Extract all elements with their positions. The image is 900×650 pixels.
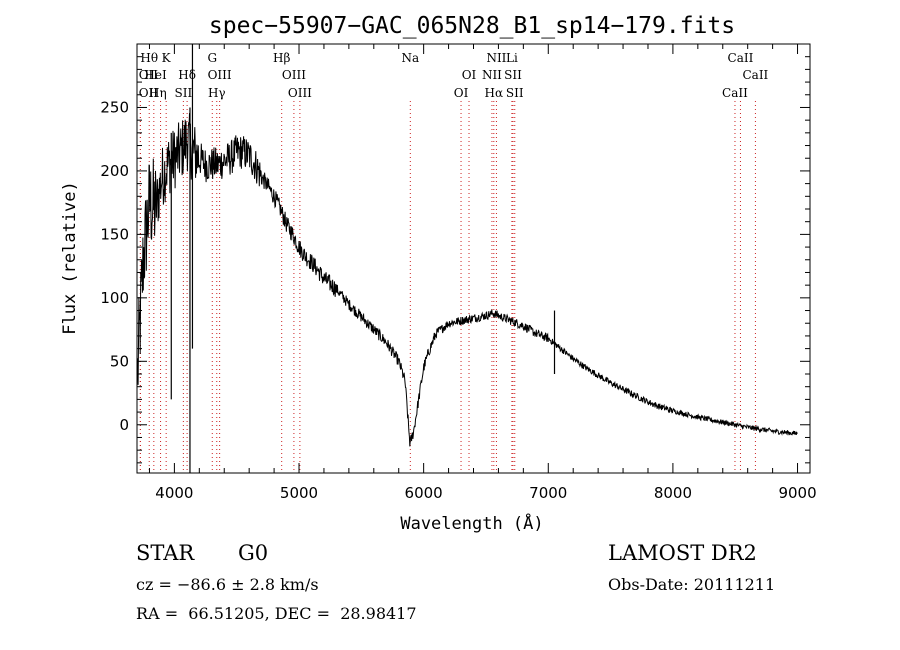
y-tick-label: 250: [100, 98, 129, 116]
x-axis-label: Wavelength (Å): [400, 512, 543, 534]
chart-title: spec−55907−GAC_065N28_B1_sp14−179.fits: [209, 13, 735, 39]
spectral-subclass: G0: [238, 541, 269, 565]
x-tick-label: 4000: [155, 484, 193, 502]
line-label-4: Na: [401, 51, 419, 65]
line-label-17: OII: [139, 86, 159, 100]
x-tick-label: 8000: [654, 484, 692, 502]
line-label-21: OIII: [288, 86, 312, 100]
y-axis: 0 50 100 150 200 250: [100, 56, 810, 464]
line-label-18: Hη: [149, 86, 167, 100]
observation-date: Obs-Date: 20111211: [608, 575, 776, 594]
line-label-5: NII: [486, 51, 506, 65]
y-axis-label: Flux (relative): [60, 181, 80, 335]
x-tick-label: 6000: [405, 484, 443, 502]
line-label-1: K: [162, 51, 172, 65]
line-label-3: Hβ: [273, 51, 290, 65]
plot-frame: [136, 43, 811, 474]
line-label-12: OIII: [282, 68, 306, 82]
x-tick-label: 9000: [778, 484, 816, 502]
y-tick-label: 50: [110, 352, 129, 370]
line-label-6: Li: [506, 51, 518, 65]
line-label-20: Hγ: [208, 86, 226, 100]
line-label-15: SII: [504, 68, 522, 82]
survey-name: LAMOST DR2: [608, 541, 757, 565]
line-label-11: OIII: [208, 68, 232, 82]
line-label-0: Hθ: [140, 51, 158, 65]
line-label-25: CaII: [722, 86, 748, 100]
line-label-13: OI: [462, 68, 477, 82]
object-class: STAR: [136, 541, 195, 565]
line-label-10: Hδ: [178, 68, 196, 82]
y-tick-label: 100: [100, 289, 129, 307]
line-label-2: G: [207, 51, 217, 65]
line-label-9: HeI: [144, 68, 167, 82]
line-label-14: NII: [482, 68, 502, 82]
line-label-16: CaII: [742, 68, 768, 82]
line-marker-group: [139, 101, 756, 473]
sky-coordinates: RA = 66.51205, DEC = 28.98417: [136, 604, 417, 623]
x-tick-label: 7000: [529, 484, 567, 502]
line-label-7: CaII: [728, 51, 754, 65]
y-tick-label: 0: [119, 416, 129, 434]
line-label-8: OII: [139, 68, 159, 82]
velocity-readout: cz = −86.6 ± 2.8 km/s: [136, 575, 319, 594]
x-axis: 4000 5000 6000 7000 8000 9000: [148, 44, 817, 502]
line-label-19: SII: [175, 86, 193, 100]
y-tick-label: 150: [100, 225, 129, 243]
y-tick-label: 200: [100, 162, 129, 180]
line-label-22: OI: [454, 86, 469, 100]
x-tick-label: 5000: [280, 484, 318, 502]
line-label-24: SII: [506, 86, 524, 100]
spectrum-line: [137, 113, 798, 447]
line-label-23: Hα: [485, 86, 504, 100]
